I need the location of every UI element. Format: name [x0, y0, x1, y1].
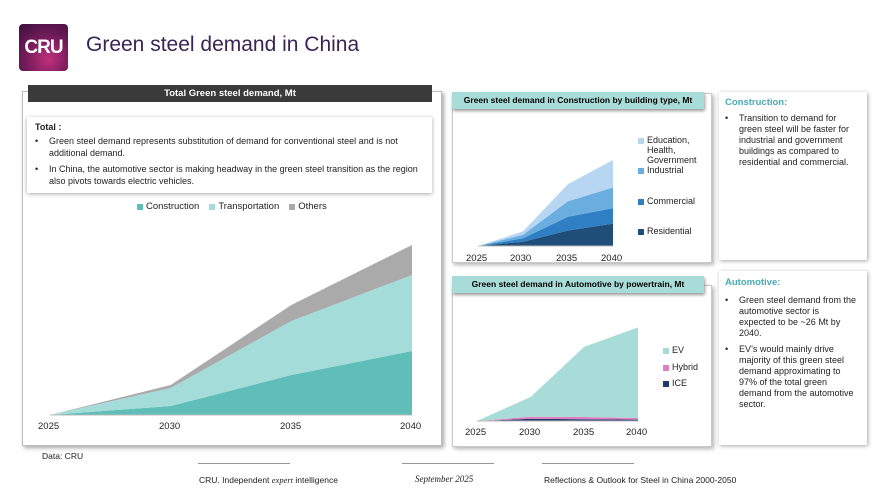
legend-label: EV [672, 345, 685, 355]
area-education [478, 160, 613, 246]
automotive-commentary: Automotive: Green steel demand from the … [719, 271, 867, 445]
header-bold-text: Construction [557, 95, 611, 105]
header-text: by building type, Mt [610, 95, 693, 105]
legend-swatch [638, 168, 644, 174]
page-title: Green steel demand in China [86, 33, 360, 56]
legend-item-ice: ICE [663, 378, 687, 388]
x-tick-label: 2025 [38, 421, 60, 432]
legend-item-ev: EV [663, 345, 684, 355]
x-tick-label: 2040 [601, 253, 623, 264]
commentary-title: Automotive: [725, 277, 781, 288]
footer-tagline: CRU. Independent expert intelligence [199, 475, 338, 485]
commentary-item: Transition to demand for green steel wil… [725, 113, 857, 168]
legend-swatch [209, 203, 216, 210]
footer-italic-text: expert [271, 475, 294, 485]
note-item: In China, the automotive sector is makin… [35, 163, 427, 187]
data-source: Data: CRU [42, 451, 84, 461]
legend-swatch [289, 203, 296, 210]
x-tick-label: 2025 [466, 253, 488, 264]
construction-commentary: Construction: Transition to demand for g… [719, 92, 867, 260]
commentary-item: Green steel demand from the automotive s… [725, 295, 857, 339]
x-tick-label: 2035 [556, 253, 578, 264]
area-commercial [478, 208, 613, 246]
area-transportation [50, 275, 412, 415]
header-bold-text: Automotive [564, 279, 612, 289]
legend-label: Residential [647, 226, 692, 236]
legend-swatch [663, 381, 669, 387]
legend-swatch [663, 365, 669, 371]
legend-label: Transportation [218, 201, 280, 212]
legend-item-transportation: Transportation [209, 201, 279, 212]
legend-item-industrial: Industrial [638, 165, 706, 175]
x-tick-label: 2040 [400, 421, 422, 432]
legend-item-commercial: Commercial [638, 196, 706, 206]
commentary-title: Construction: [725, 97, 788, 108]
legend-item-construction: Construction [137, 201, 199, 212]
legend-label: ICE [672, 378, 688, 388]
total-chart-legend: Construction Transportation Others [137, 201, 327, 212]
commentary-list: Green steel demand from the automotive s… [725, 295, 857, 415]
legend-swatch [638, 199, 644, 205]
legend-label: Hybrid [672, 362, 699, 372]
legend-label: Construction [146, 201, 200, 212]
legend-item-residential: Residential [638, 226, 706, 236]
legend-item-education: Education, Health, Government [638, 135, 706, 165]
x-tick-label: 2040 [626, 427, 648, 438]
x-tick-label: 2030 [159, 421, 181, 432]
legend-label: Others [298, 201, 327, 212]
legend-label: Industrial [647, 165, 684, 175]
legend-swatch [663, 348, 669, 354]
legend-label: Commercial [647, 196, 696, 206]
area-construction [50, 351, 412, 415]
header-text: Green steel demand in [471, 279, 565, 289]
area-ice [477, 418, 638, 421]
footer-text: CRU. Independent [199, 475, 272, 485]
x-tick-label: 2030 [519, 427, 541, 438]
footer-date: September 2025 [415, 474, 474, 484]
legend-swatch [137, 203, 143, 210]
area-ev [477, 327, 638, 421]
legend-item-hybrid: Hybrid [663, 362, 698, 372]
legend-swatch [638, 138, 644, 144]
footer-text: intelligence [293, 475, 338, 485]
automotive-chart-header: Green steel demand in Automotive by powe… [452, 276, 704, 293]
construction-chart-header: Green steel demand in Construction by bu… [452, 92, 704, 109]
header-text: by powertrain, Mt [611, 279, 685, 289]
footer-report-title: Reflections & Outlook for Steel in China… [544, 475, 737, 485]
total-note-box: Total : Green steel demand represents su… [27, 117, 432, 193]
commentary-item: EV’s would mainly drive majority of this… [725, 344, 857, 410]
legend-label: Education, Health, Government [647, 135, 697, 165]
x-tick-label: 2030 [510, 253, 532, 264]
note-list: Green steel demand represents substituti… [35, 135, 427, 191]
legend-item-others: Others [289, 201, 327, 212]
footer-divider [198, 463, 290, 464]
note-title: Total : [35, 122, 62, 132]
area-hybrid [477, 416, 638, 421]
x-tick-label: 2035 [573, 427, 595, 438]
commentary-list: Transition to demand for green steel wil… [725, 113, 857, 173]
area-residential [478, 223, 613, 246]
footer-divider [542, 463, 634, 464]
area-industrial [478, 187, 613, 246]
header-text: Green steel demand in [463, 95, 558, 105]
cru-logo: CRU [19, 24, 68, 71]
note-item: Green steel demand represents substituti… [35, 135, 427, 159]
total-chart-header: Total Green steel demand, Mt [28, 85, 432, 102]
legend-swatch [638, 229, 644, 235]
x-tick-label: 2035 [280, 421, 302, 432]
x-tick-label: 2025 [465, 427, 487, 438]
footer-divider [402, 463, 494, 464]
